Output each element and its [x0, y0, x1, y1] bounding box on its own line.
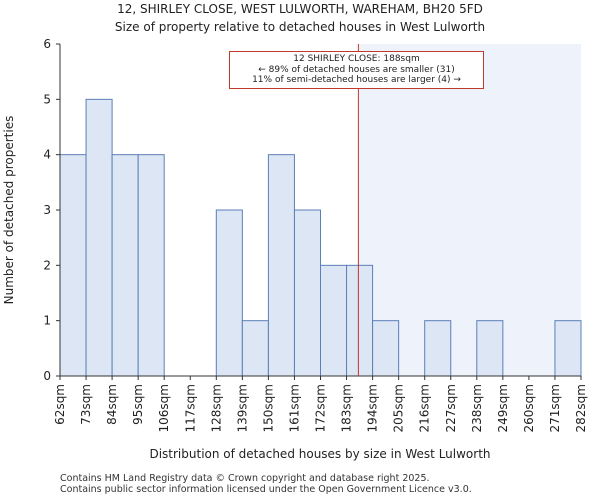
x-tick-label: 205sqm	[392, 384, 406, 432]
annotation-box: 12 SHIRLEY CLOSE: 188sqm ← 89% of detach…	[229, 51, 484, 89]
x-tick-label: 117sqm	[183, 384, 197, 432]
y-tick-label: 1	[43, 314, 51, 328]
bar	[59, 154, 87, 377]
x-tick-label: 227sqm	[444, 384, 458, 432]
bar	[372, 320, 400, 377]
x-tick-label: 106sqm	[157, 384, 171, 432]
x-tick-label: 238sqm	[470, 384, 484, 432]
x-tick-label: 249sqm	[496, 384, 510, 432]
y-tick-label: 4	[43, 148, 51, 162]
x-tick-label: 73sqm	[79, 384, 93, 425]
bar	[215, 209, 243, 377]
x-tick-label: 139sqm	[235, 384, 249, 432]
bar	[424, 320, 452, 377]
x-tick-label: 150sqm	[261, 384, 275, 432]
x-tick-label: 216sqm	[418, 384, 432, 432]
x-tick-label: 128sqm	[209, 384, 223, 432]
x-tick-label: 194sqm	[366, 384, 380, 432]
bar	[320, 264, 348, 377]
bar	[137, 154, 165, 377]
y-tick-label: 6	[43, 37, 51, 51]
y-tick-label: 0	[43, 369, 51, 383]
bar	[476, 320, 504, 377]
y-axis-label: Number of detached properties	[2, 116, 16, 305]
x-tick-label: 271sqm	[548, 384, 562, 432]
x-tick-label: 260sqm	[522, 384, 536, 432]
annotation-line-1: 12 SHIRLEY CLOSE: 188sqm	[293, 54, 420, 64]
y-tick-label: 5	[43, 92, 51, 106]
footer-line-2: Contains public sector information licen…	[60, 484, 472, 495]
y-tick-label: 3	[43, 203, 51, 217]
bar	[293, 209, 322, 377]
y-tick-label: 2	[43, 258, 51, 272]
bar	[85, 98, 113, 377]
x-tick-label: 183sqm	[340, 384, 354, 432]
x-tick-label: 172sqm	[314, 384, 328, 432]
x-axis-label: Distribution of detached houses by size …	[149, 447, 490, 461]
bar	[346, 264, 374, 377]
annotation-line-2: ← 89% of detached houses are smaller (31…	[258, 64, 455, 75]
annotation-line-3: 11% of semi-detached houses are larger (…	[252, 75, 461, 85]
chart-title: 12, SHIRLEY CLOSE, WEST LULWORTH, WAREHA…	[117, 2, 483, 16]
x-tick-label: 161sqm	[287, 384, 301, 432]
bar	[241, 320, 269, 377]
x-tick-label: 84sqm	[105, 384, 119, 425]
bar	[267, 154, 295, 377]
x-tick-label: 282sqm	[574, 384, 588, 432]
chart-subtitle: Size of property relative to detached ho…	[114, 20, 486, 34]
bar	[111, 154, 139, 377]
x-tick-label: 62sqm	[53, 384, 67, 425]
bar	[554, 320, 582, 377]
x-tick-label: 95sqm	[131, 384, 145, 425]
footer-line-1: Contains HM Land Registry data © Crown c…	[60, 473, 430, 484]
